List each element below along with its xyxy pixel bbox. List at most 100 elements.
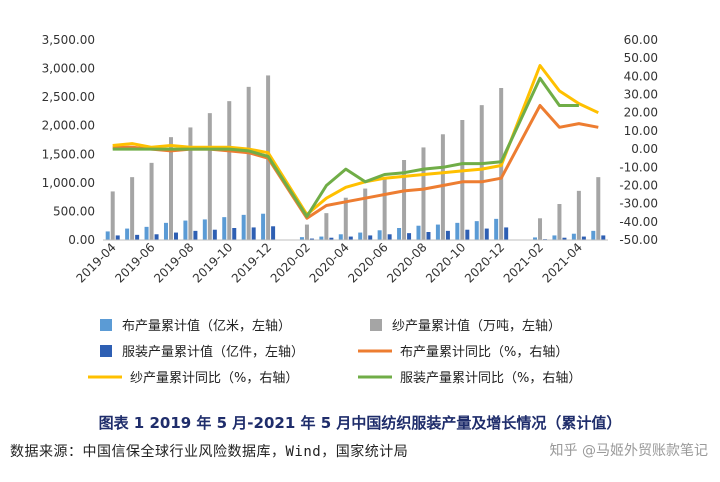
x-axis-tick-label: 2020-02: [268, 240, 313, 285]
bar-0-2: [144, 226, 149, 240]
left-axis-tick-label: 3,000.00: [42, 62, 95, 76]
bar-1-13: [363, 188, 368, 240]
bar-2-18: [465, 229, 470, 240]
right-axis-tick-label: 0.00: [631, 142, 658, 156]
legend-label: 纱产量累计同比（%，右轴）: [130, 371, 298, 386]
left-axis-tick-label: 0.00: [68, 233, 95, 247]
x-axis-tick-label: 2019-06: [112, 240, 157, 285]
bar-1-10: [304, 224, 309, 240]
bar-0-25: [591, 230, 596, 240]
bar-1-24: [576, 190, 581, 240]
bar-0-23: [552, 235, 557, 240]
bar-2-0: [115, 235, 120, 240]
bar-0-12: [338, 234, 343, 240]
bar-0-6: [222, 217, 227, 240]
right-axis-tick-label: 40.00: [624, 69, 658, 83]
bar-2-8: [271, 226, 276, 240]
bar-1-0: [110, 191, 115, 240]
right-axis-tick-label: -30.00: [619, 197, 658, 211]
bar-1-6: [227, 101, 232, 241]
bar-0-15: [397, 228, 402, 240]
right-axis-tick-label: 30.00: [624, 88, 658, 102]
left-axis-tick-label: 3,500.00: [42, 33, 95, 47]
bar-2-10: [309, 238, 314, 240]
line-series: [112, 64, 599, 220]
x-axis-tick-label: 2019-10: [190, 240, 235, 285]
bar-0-5: [202, 219, 207, 240]
bar-0-8: [261, 213, 266, 240]
right-axis-tick-label: 20.00: [624, 106, 658, 120]
bar-1-7: [246, 86, 251, 240]
bar-0-20: [494, 218, 499, 240]
bar-0-22: [533, 237, 538, 240]
bar-1-23: [557, 204, 562, 240]
bar-2-20: [504, 227, 509, 240]
bar-0-10: [299, 237, 304, 240]
left-axis-tick-label: 1,000.00: [42, 176, 95, 190]
bar-2-5: [212, 229, 217, 240]
bar-2-12: [348, 236, 353, 240]
data-source: 数据来源：中国信保全球行业风险数据库，Wind，国家统计局: [10, 444, 409, 460]
left-axis-tick-label: 2,000.00: [42, 119, 95, 133]
bar-1-25: [596, 177, 601, 240]
bar-1-15: [402, 160, 407, 240]
bar-2-3: [173, 232, 178, 240]
x-axis-ticks: 2019-042019-062019-082019-102019-122020-…: [73, 239, 608, 286]
bar-2-25: [601, 235, 606, 240]
bar-2-19: [484, 228, 489, 240]
bar-2-24: [581, 236, 586, 240]
legend-label: 布产量累计同比（%，右轴）: [400, 345, 568, 360]
bar-2-6: [232, 228, 237, 240]
bar-0-11: [319, 236, 324, 240]
bar-1-19: [479, 105, 484, 241]
bar-2-4: [193, 230, 198, 240]
x-axis-tick-label: 2021-04: [540, 240, 585, 285]
bar-1-14: [382, 177, 387, 240]
bar-2-7: [251, 227, 256, 240]
bar-1-17: [440, 134, 445, 240]
bar-1-22: [538, 218, 543, 240]
x-axis-tick-label: 2020-10: [423, 240, 468, 285]
bar-0-0: [105, 231, 110, 240]
right-axis-tick-label: -20.00: [619, 178, 658, 192]
bar-2-23: [562, 237, 567, 240]
line-series-4: [112, 64, 599, 216]
figure-caption: 图表 1 2019 年 5 月-2021 年 5 月中国纺织服装产量及增长情况（…: [98, 414, 622, 432]
legend-label: 纱产量累计值（万吨，左轴）: [392, 318, 561, 334]
bar-0-13: [358, 232, 363, 240]
bar-0-17: [435, 224, 440, 240]
line-series-3: [112, 104, 599, 220]
right-axis-tick-label: -10.00: [619, 160, 658, 174]
bar-1-18: [460, 120, 465, 240]
bar-2-17: [445, 230, 450, 240]
bar-0-24: [571, 233, 576, 240]
x-axis-tick-label: 2019-12: [229, 240, 274, 285]
legend: 布产量累计值（亿米，左轴） 纱产量累计值（万吨，左轴） 服装产量累计值（亿件，左轴）…: [88, 318, 581, 386]
bar-1-11: [324, 213, 329, 240]
left-axis-tick-label: 500.00: [53, 204, 95, 218]
right-axis-tick-label: 50.00: [624, 51, 658, 65]
x-axis-tick-label: 2020-12: [462, 240, 507, 285]
bar-2-16: [426, 232, 431, 240]
legend-swatch-0: [100, 319, 112, 331]
bar-2-11: [329, 237, 334, 240]
left-axis-ticks: 0.00 500.00 1,000.00 1,500.00 2,000.00 2,500.…: [42, 33, 95, 247]
right-axis-tick-label: 10.00: [624, 124, 658, 138]
bar-1-1: [130, 177, 135, 240]
line-series-5: [112, 76, 579, 218]
x-axis-tick-label: 2020-06: [345, 240, 390, 285]
bar-2-14: [387, 234, 392, 240]
bar-1-3: [168, 137, 173, 240]
bar-1-4: [188, 127, 193, 240]
chart-area: 0.00 500.00 1,000.00 1,500.00 2,000.00 2,500.…: [42, 33, 658, 386]
right-axis-ticks: -50.00 -40.00 -30.00 -20.00 -10.00 0.00 10.00 2…: [619, 33, 658, 247]
bar-2-13: [368, 235, 373, 240]
bar-2-1: [135, 234, 140, 240]
x-axis-tick-label: 2019-04: [73, 240, 118, 285]
bar-2-2: [154, 234, 159, 240]
legend-swatch-1: [370, 319, 382, 331]
bar-2-15: [407, 233, 412, 240]
x-axis-tick-label: 2021-02: [501, 240, 546, 285]
right-axis-tick-label: -40.00: [619, 215, 658, 229]
bar-0-4: [183, 220, 188, 240]
